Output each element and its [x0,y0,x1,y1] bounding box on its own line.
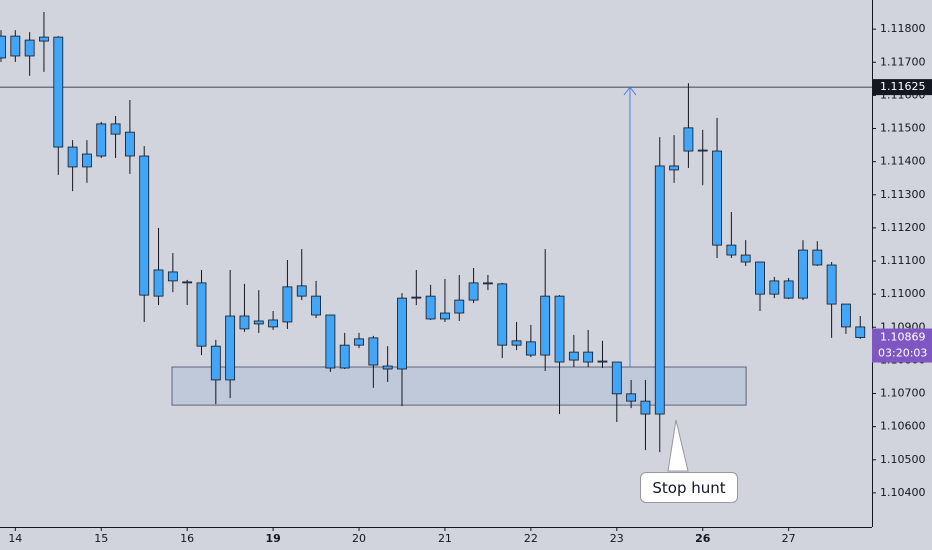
countdown: 03:20:03 [878,347,927,360]
y-tick-label: 1.11300 [880,188,926,201]
y-tick-label: 1.10400 [880,486,926,499]
last-price-label: 1.10869 [880,331,926,344]
hline-label: 1.11625 [880,80,926,93]
candle-body [712,150,722,246]
last-price-box [872,328,932,363]
candle-body [124,131,135,157]
candle-body [583,351,594,363]
candle-body [110,123,121,135]
x-tick-label: 27 [782,532,796,545]
candle-body [397,297,407,370]
x-tick-label: 20 [352,532,366,545]
candle-body [382,365,393,370]
candle-body [153,269,164,297]
y-tick-label: 1.11700 [880,55,926,68]
candle-body [769,280,780,295]
candle-body [525,341,536,356]
y-tick-label: 1.11100 [880,254,926,267]
candle-body [726,244,737,256]
y-tick-label: 1.11200 [880,221,926,234]
annotation: Stop hunt [640,472,738,503]
candle-body [53,36,64,148]
candle-body [67,146,78,168]
arrow-head [623,86,637,96]
candle-body [96,123,107,157]
candle-body [812,249,823,266]
candle-body [325,314,336,369]
candle-body [167,271,178,282]
candle-body [640,400,651,415]
x-tick-label: 22 [524,532,538,545]
candle-body [354,338,364,346]
candle-body [239,315,250,330]
candle-body [182,281,193,284]
candle-body [669,165,679,171]
candle-body [826,264,837,305]
x-tick-label: 14 [8,532,22,545]
x-tick-label: 16 [180,532,194,545]
y-tick-label: 1.10700 [880,387,926,400]
candle-body [82,153,92,168]
x-tick-label: 26 [695,532,711,545]
candle-body [425,295,436,320]
y-tick-label: 1.10500 [880,453,926,466]
candle-body [10,35,21,57]
candle-body [783,280,794,299]
candle-body [139,155,150,296]
candle-body [282,286,293,323]
x-tick-label: 23 [610,532,624,545]
candle-body [339,344,350,369]
y-tick-label: 1.11500 [880,122,926,135]
callout-pointer [667,419,689,472]
candle-body [740,254,751,263]
x-tick-label: 19 [265,532,280,545]
y-tick-label: 1.11800 [880,22,926,35]
candle-body [611,361,622,395]
candle-body [24,39,35,57]
x-tick-label: 21 [438,532,452,545]
y-tick-label: 1.11400 [880,155,926,168]
candle-body [540,295,551,356]
x-tick-label: 15 [94,532,108,545]
candle-body [454,299,465,314]
candle-body [511,340,522,346]
y-tick-label: 1.10600 [880,420,926,433]
zone [171,366,747,406]
candle-body [497,283,508,346]
candle-body [225,315,236,381]
candle-body [597,360,608,363]
candle-body [483,282,493,285]
candle-body [268,319,279,328]
candle-body [626,393,637,402]
candle-body [855,326,866,338]
candle-body [798,249,808,299]
candle-body [554,295,565,363]
candle-body [368,337,379,366]
candle-body [411,296,422,299]
candle-body [39,36,49,42]
candle-body [841,303,851,328]
candle-body [296,285,307,297]
candle-body [468,282,479,301]
candle-body [0,35,6,59]
hline-label-box [872,79,932,96]
candle-body [196,282,207,347]
candle-body [311,295,321,316]
candle-body [654,165,665,415]
y-tick-label: 1.11000 [880,287,926,300]
candle-body [440,312,450,320]
candle-body [697,149,708,152]
candle-body [210,345,221,381]
candle-body [683,127,694,152]
candle-body [253,320,264,325]
candle-body [568,351,579,361]
candle-body [755,261,765,295]
